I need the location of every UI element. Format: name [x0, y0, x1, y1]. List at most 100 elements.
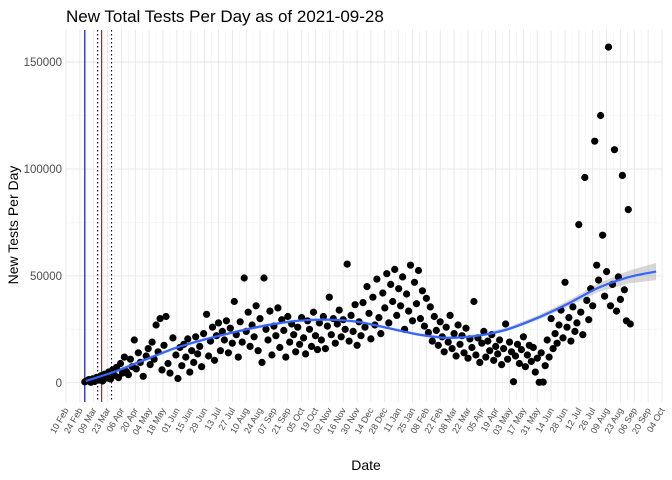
data-point	[410, 278, 419, 286]
data-point	[604, 43, 613, 51]
data-point	[369, 293, 377, 301]
data-point	[626, 320, 634, 328]
data-point	[448, 345, 456, 353]
data-point	[294, 323, 302, 331]
data-point	[414, 266, 423, 275]
data-point	[537, 349, 545, 357]
data-point	[480, 327, 488, 335]
data-point	[484, 337, 492, 345]
data-point	[496, 336, 504, 344]
data-point	[203, 310, 211, 318]
y-tick-label: 0	[56, 378, 62, 390]
data-point	[313, 346, 322, 354]
data-point	[591, 137, 599, 145]
data-point	[238, 338, 246, 346]
data-point	[148, 338, 156, 346]
data-point	[182, 353, 190, 361]
data-point	[399, 273, 407, 281]
data-point	[144, 345, 152, 353]
data-point	[205, 352, 213, 360]
data-point	[612, 307, 621, 315]
data-point	[519, 333, 528, 341]
data-point	[139, 372, 147, 380]
y-tick-label: 50000	[30, 271, 62, 283]
data-point	[426, 303, 434, 311]
data-point	[160, 341, 168, 349]
data-point	[515, 359, 524, 368]
data-point	[276, 343, 284, 352]
data-point	[353, 341, 361, 349]
data-point	[452, 352, 460, 360]
data-point	[341, 325, 349, 333]
data-point	[412, 300, 421, 308]
data-point	[403, 290, 411, 298]
data-point	[331, 339, 339, 347]
data-point	[190, 358, 198, 366]
data-point	[230, 297, 238, 306]
data-point	[345, 337, 353, 345]
data-point	[416, 315, 424, 323]
data-point	[521, 363, 530, 371]
data-point	[420, 322, 428, 330]
data-point	[264, 336, 272, 344]
data-point	[490, 356, 498, 364]
data-point	[367, 335, 375, 343]
data-point	[601, 292, 609, 300]
data-point	[387, 280, 395, 288]
data-point	[166, 369, 174, 377]
data-point	[363, 283, 371, 291]
trend-line-layer	[85, 270, 657, 383]
data-point	[428, 337, 436, 345]
data-point	[531, 368, 539, 376]
data-point	[290, 331, 298, 339]
data-point	[174, 374, 182, 383]
data-point	[126, 355, 134, 363]
data-point	[349, 327, 357, 335]
data-point	[208, 323, 217, 331]
data-point	[164, 359, 172, 368]
data-point	[610, 146, 619, 154]
data-point	[252, 302, 260, 310]
data-point	[254, 347, 262, 355]
data-point	[337, 333, 345, 341]
data-point	[335, 306, 343, 314]
data-point	[375, 314, 383, 322]
data-point	[541, 362, 549, 370]
data-point	[385, 319, 393, 327]
data-point	[158, 366, 166, 374]
data-point	[309, 308, 318, 316]
data-point	[184, 335, 192, 343]
data-point	[620, 286, 629, 294]
data-point	[567, 337, 575, 345]
data-point	[595, 276, 603, 284]
data-point	[315, 319, 323, 327]
data-point	[325, 293, 333, 301]
data-point	[616, 295, 625, 303]
data-point	[500, 345, 508, 353]
data-point	[618, 171, 627, 179]
data-point	[266, 307, 274, 315]
y-tick-label: 100000	[24, 164, 62, 176]
data-point	[216, 347, 224, 355]
grid-lines	[65, 30, 663, 402]
data-point	[379, 289, 387, 297]
data-point	[513, 340, 522, 348]
data-point	[361, 323, 369, 331]
data-point	[492, 342, 500, 350]
data-point	[565, 314, 573, 322]
data-point	[517, 346, 526, 354]
data-point	[551, 330, 559, 338]
data-point	[120, 353, 128, 361]
data-point	[236, 318, 244, 326]
data-point	[134, 349, 142, 357]
data-point	[468, 343, 476, 352]
data-point	[250, 333, 258, 341]
data-point	[406, 261, 415, 269]
data-point	[305, 325, 314, 333]
data-point	[260, 274, 268, 282]
data-point	[284, 312, 292, 321]
data-point	[494, 350, 502, 358]
data-point	[462, 324, 470, 332]
